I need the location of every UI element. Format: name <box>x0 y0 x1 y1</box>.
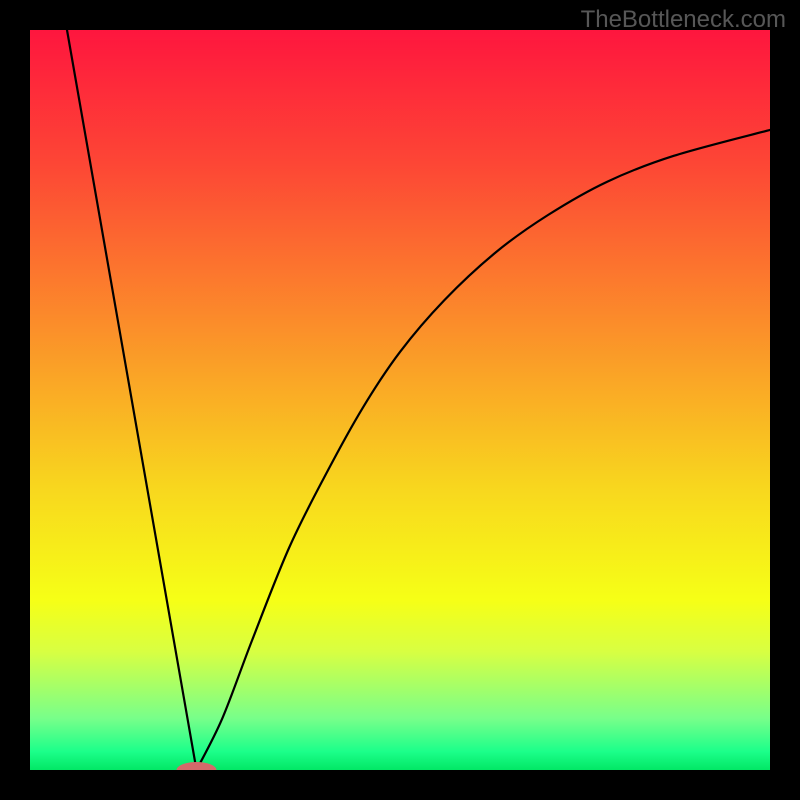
chart-container: TheBottleneck.com <box>0 0 800 800</box>
gradient-background <box>30 30 770 770</box>
watermark-label: TheBottleneck.com <box>581 6 786 34</box>
bottleneck-curve-chart <box>0 0 800 800</box>
